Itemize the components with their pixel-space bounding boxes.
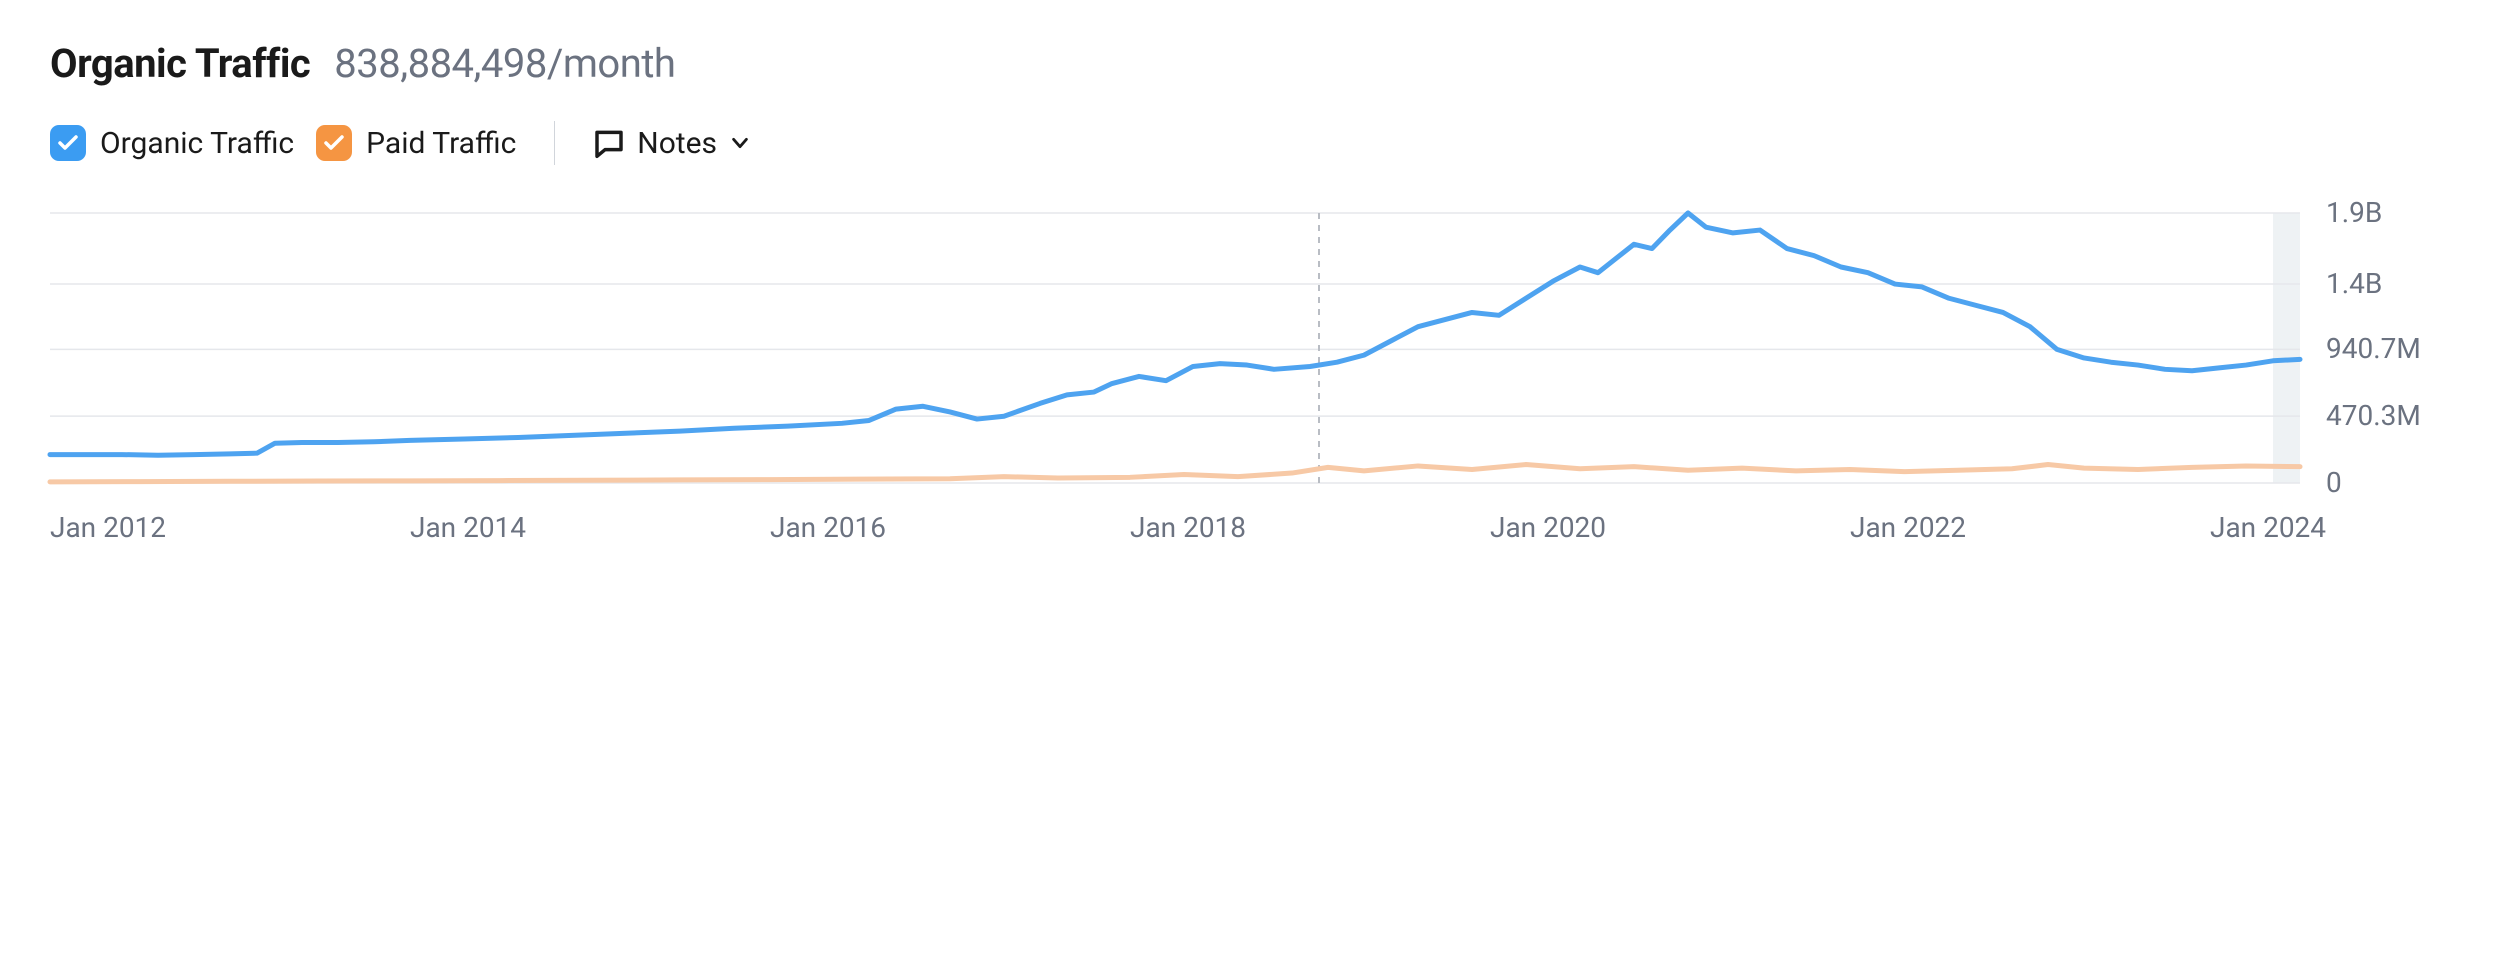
chart-svg: [50, 213, 2300, 483]
chart-subtitle: 838,884,498/month: [334, 40, 675, 87]
x-tick-label: Jan 2016: [770, 511, 886, 544]
chart-controls: Organic Traffic Paid Traffic Notes: [50, 121, 2450, 165]
checkbox-icon: [316, 125, 352, 161]
legend-toggle-paid[interactable]: Paid Traffic: [316, 125, 516, 161]
x-tick-label: Jan 2020: [1490, 511, 1606, 544]
x-tick-label: Jan 2022: [1850, 511, 1966, 544]
x-axis: Jan 2012 Jan 2014 Jan 2016 Jan 2018 Jan 2020…: [50, 511, 2450, 545]
chart-header: Organic Traffic 838,884,498/month: [50, 40, 2450, 87]
y-tick-label: 470.3M: [2326, 402, 2421, 430]
plot-area[interactable]: [50, 213, 2300, 483]
checkbox-icon: [50, 125, 86, 161]
divider: [554, 121, 555, 165]
notes-dropdown[interactable]: Notes: [593, 126, 751, 161]
chevron-down-icon: [729, 132, 751, 154]
legend-toggle-organic[interactable]: Organic Traffic: [50, 125, 294, 161]
legend-label: Paid Traffic: [366, 126, 516, 161]
x-tick-label: Jan 2012: [50, 511, 166, 544]
x-tick-label: Jan 2024: [2210, 511, 2326, 544]
y-tick-label: 1.4B: [2326, 270, 2382, 298]
y-tick-label: 940.7M: [2326, 335, 2421, 363]
chart-title: Organic Traffic: [50, 40, 310, 87]
y-tick-label: 1.9B: [2326, 199, 2382, 227]
notes-label: Notes: [637, 126, 717, 161]
note-icon: [593, 127, 625, 159]
x-tick-label: Jan 2014: [410, 511, 526, 544]
y-tick-label: 0: [2326, 469, 2342, 497]
chart-area: 1.9B1.4B940.7M470.3M0: [50, 213, 2450, 483]
legend-label: Organic Traffic: [100, 126, 294, 161]
x-tick-label: Jan 2018: [1130, 511, 1246, 544]
y-axis: 1.9B1.4B940.7M470.3M0: [2300, 213, 2450, 483]
